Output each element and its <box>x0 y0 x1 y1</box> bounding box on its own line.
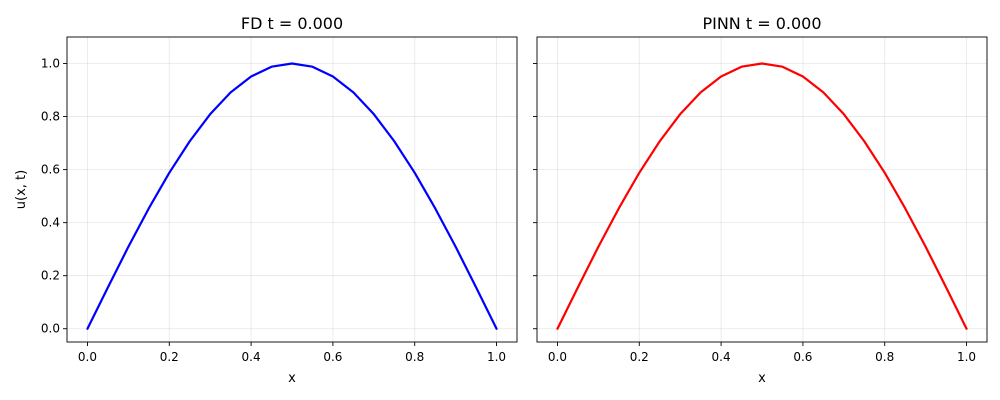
x-tick-label: 0.6 <box>323 350 342 364</box>
x-tick-label: 1.0 <box>957 350 976 364</box>
y-tick-label: 0.6 <box>41 163 60 177</box>
chart-title: FD t = 0.000 <box>241 14 343 33</box>
x-axis-label: x <box>288 371 296 386</box>
series-line-0 <box>556 62 968 330</box>
y-tick-label: 0.4 <box>41 216 60 230</box>
y-tick-label: 1.0 <box>41 57 60 71</box>
series-line-0 <box>86 62 498 330</box>
chart-title: PINN t = 0.000 <box>702 14 821 33</box>
y-axis-label: u(x, t) <box>14 170 29 209</box>
x-tick-label: 0.2 <box>630 350 649 364</box>
x-axis-label: x <box>758 371 766 386</box>
y-tick-label: 0.2 <box>41 269 60 283</box>
x-tick-label: 0.8 <box>405 350 424 364</box>
panel-fd: 0.0 0.2 0.4 0.6 0.8 1.0 0.0 0.2 0.4 0.6 0.8 1.0 FD t… <box>14 14 518 386</box>
y-tick-label: 0.0 <box>41 322 60 336</box>
panel-pinn: 0.0 0.2 0.4 0.6 0.8 1.0 PINN t = 0.000 x <box>533 14 988 386</box>
x-tick-label: 0.8 <box>875 350 894 364</box>
axes-frame <box>536 36 988 343</box>
axes-frame <box>66 36 518 343</box>
x-tick-label: 0.6 <box>793 350 812 364</box>
x-tick-label: 0.2 <box>160 350 179 364</box>
x-tick-label: 0.4 <box>712 350 731 364</box>
y-tick-label: 0.8 <box>41 110 60 124</box>
plot-area <box>67 37 517 342</box>
x-tick-label: 0.0 <box>548 350 567 364</box>
x-tick-label: 1.0 <box>487 350 506 364</box>
x-tick-label: 0.0 <box>78 350 97 364</box>
plot-area <box>537 37 987 342</box>
x-tick-label: 0.4 <box>242 350 261 364</box>
